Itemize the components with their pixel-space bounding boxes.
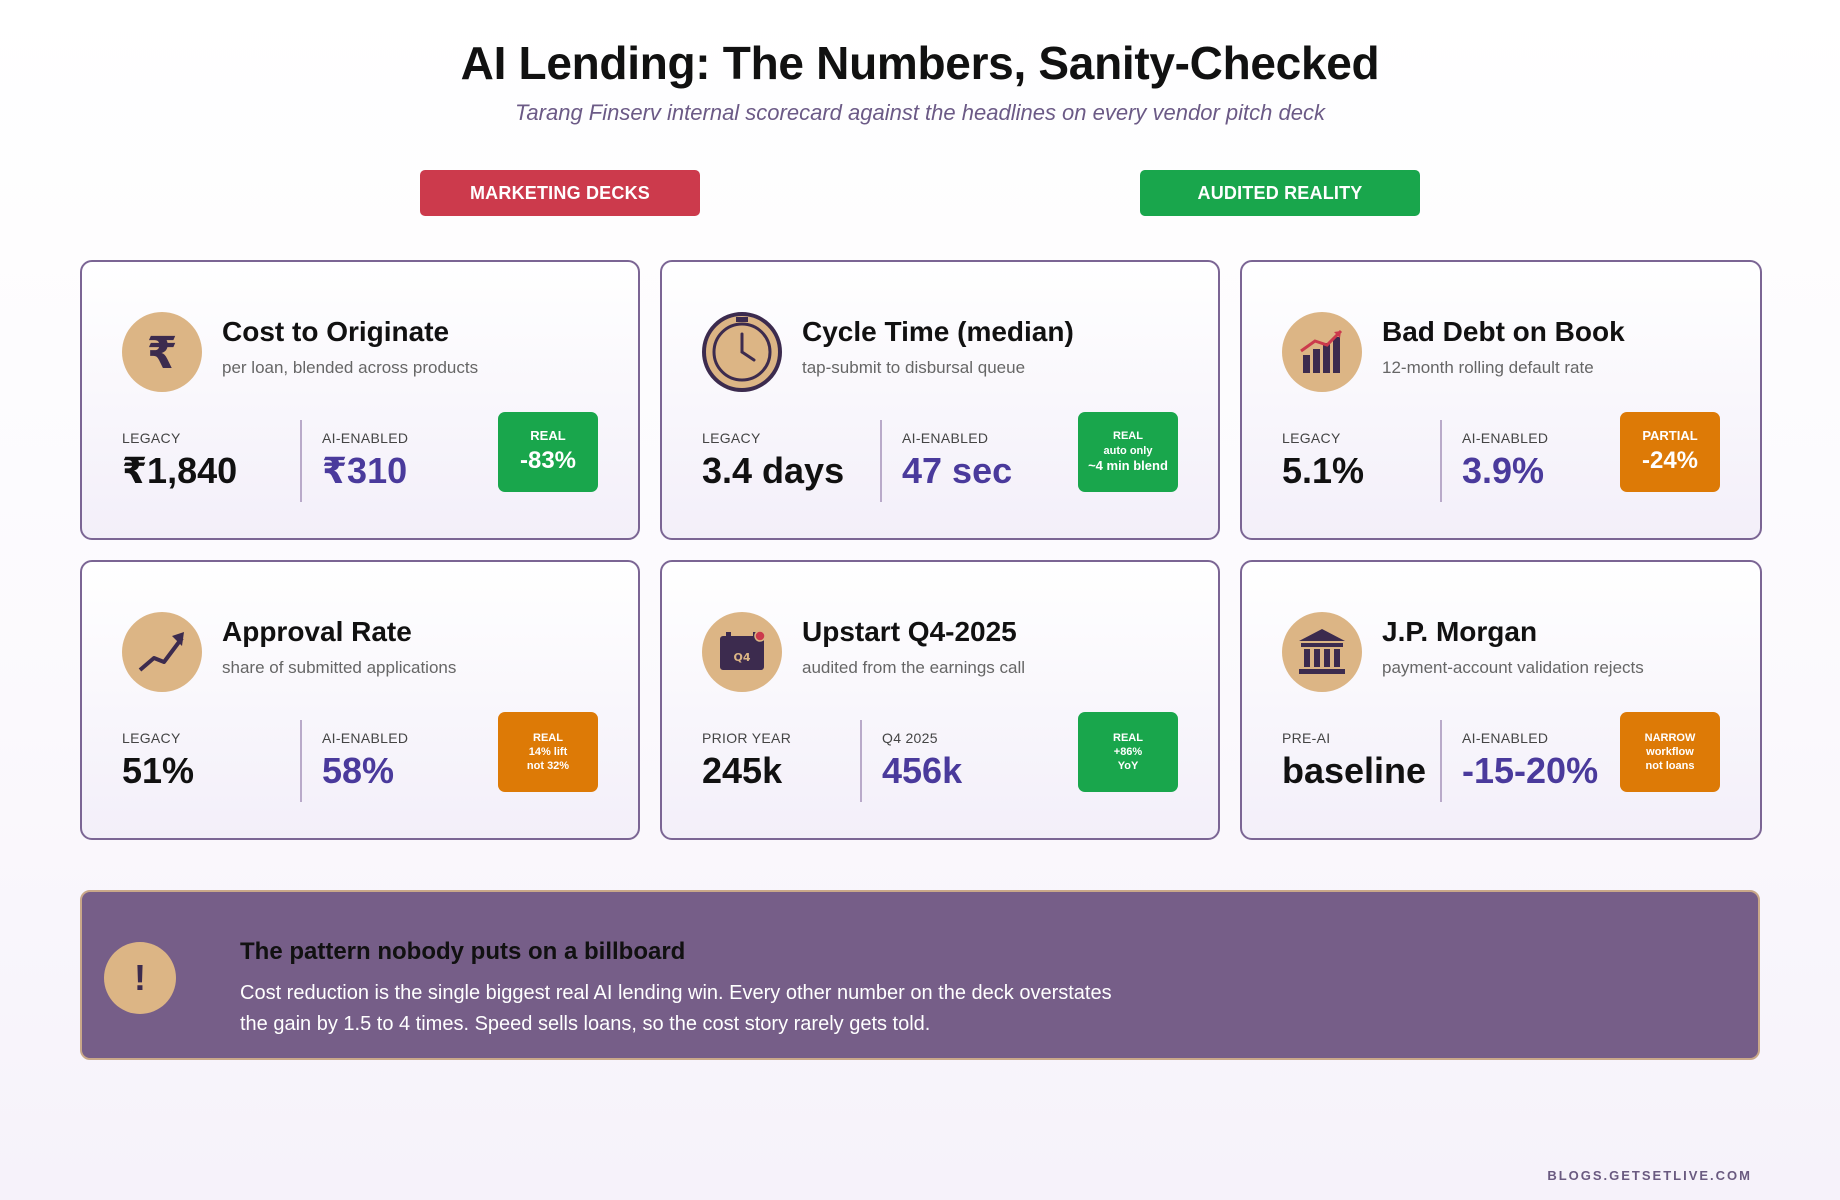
svg-text:Q4: Q4 bbox=[733, 651, 750, 664]
status-badge: REAL +86% YoY bbox=[1078, 712, 1178, 792]
divider bbox=[860, 720, 862, 802]
badge-detail: not 32% bbox=[526, 760, 570, 773]
legacy-label: LEGACY bbox=[122, 730, 181, 746]
rupee-icon: ₹ bbox=[122, 312, 202, 392]
badge-note: auto only bbox=[1103, 444, 1153, 457]
status-badge: REAL -83% bbox=[498, 412, 598, 492]
status-badge: NARROW workflow not loans bbox=[1620, 712, 1720, 792]
divider bbox=[880, 420, 882, 502]
card-subtitle: audited from the earnings call bbox=[802, 658, 1026, 677]
metric-card-cost: ₹ Cost to Originate per loan, blended ac… bbox=[80, 260, 640, 540]
badge-delta: -83% bbox=[519, 446, 577, 474]
legacy-label: LEGACY bbox=[1282, 430, 1341, 446]
legacy-value: 3.4 days bbox=[702, 450, 845, 491]
ai-label: AI-ENABLED bbox=[322, 730, 409, 746]
divider bbox=[1440, 720, 1442, 802]
metric-card-cycle-time: Cycle Time (median) tap-submit to disbur… bbox=[660, 260, 1220, 540]
badge-delta: +86% bbox=[1113, 745, 1143, 758]
footer-url: BLOGS.GETSETLIVE.COM bbox=[1547, 1168, 1752, 1183]
badge-status: NARROW bbox=[1644, 731, 1696, 744]
badge-status: REAL bbox=[533, 731, 563, 744]
card-subtitle: per loan, blended across products bbox=[222, 358, 479, 377]
card-title: Cycle Time (median) bbox=[802, 316, 1074, 347]
status-badge: PARTIAL -24% bbox=[1620, 412, 1720, 492]
svg-text:₹: ₹ bbox=[147, 328, 178, 376]
card-title: Cost to Originate bbox=[222, 316, 450, 347]
pre-ai-label: PRE-AI bbox=[1282, 730, 1331, 746]
status-badge: REAL auto only ~4 min blend bbox=[1078, 412, 1178, 492]
card-title: Upstart Q4-2025 bbox=[802, 616, 1017, 647]
card-title: Bad Debt on Book bbox=[1382, 316, 1625, 347]
ai-label: AI-ENABLED bbox=[1462, 430, 1549, 446]
badge-status: REAL bbox=[1113, 430, 1143, 443]
badge-note: workflow bbox=[1646, 745, 1694, 758]
prior-year-value: 245k bbox=[702, 750, 783, 791]
metric-card-approval-rate: Approval Rate share of submitted applica… bbox=[80, 560, 640, 840]
card-subtitle: tap-submit to disbursal queue bbox=[802, 358, 1026, 377]
ai-label: AI-ENABLED bbox=[1462, 730, 1549, 746]
callout-banner: ! The pattern nobody puts on a billboard… bbox=[80, 890, 1760, 1060]
audited-reality-label: AUDITED REALITY bbox=[1140, 170, 1420, 216]
bank-icon bbox=[1282, 612, 1362, 692]
badge-delta: -24% bbox=[1641, 446, 1699, 474]
page-title: AI Lending: The Numbers, Sanity-Checked bbox=[460, 37, 1380, 89]
card-title: J.P. Morgan bbox=[1382, 616, 1538, 647]
badge-status: REAL bbox=[1113, 731, 1143, 744]
ai-value: ₹310 bbox=[322, 450, 408, 491]
ai-value: -15-20% bbox=[1462, 750, 1599, 791]
divider bbox=[300, 420, 302, 502]
legacy-value: 51% bbox=[122, 750, 195, 791]
legacy-label: LEGACY bbox=[702, 430, 761, 446]
divider bbox=[300, 720, 302, 802]
calendar-q4-icon: Q4 bbox=[702, 612, 782, 692]
card-subtitle: 12-month rolling default rate bbox=[1382, 358, 1594, 377]
badge-status: REAL bbox=[530, 427, 566, 443]
legacy-value: 5.1% bbox=[1282, 450, 1365, 491]
status-badge: REAL 14% lift not 32% bbox=[498, 712, 598, 792]
badge-detail: not loans bbox=[1645, 760, 1695, 773]
card-subtitle: share of submitted applications bbox=[222, 658, 457, 677]
legacy-value: ₹1,840 bbox=[122, 450, 238, 491]
ai-label: AI-ENABLED bbox=[322, 430, 409, 446]
exclamation-icon: ! bbox=[104, 942, 176, 1014]
legacy-label: LEGACY bbox=[122, 430, 181, 446]
badge-detail: YoY bbox=[1117, 760, 1139, 773]
bar-chart-icon bbox=[1282, 312, 1362, 392]
badge-detail: ~4 min blend bbox=[1088, 457, 1168, 473]
ai-value: 3.9% bbox=[1462, 450, 1545, 491]
card-title: Approval Rate bbox=[222, 616, 412, 647]
marketing-decks-label: MARKETING DECKS bbox=[420, 170, 700, 216]
page-subtitle: Tarang Finserv internal scorecard agains… bbox=[515, 100, 1325, 125]
ai-value: 58% bbox=[322, 750, 395, 791]
callout-heading: The pattern nobody puts on a billboard bbox=[240, 938, 686, 965]
q4-label: Q4 2025 bbox=[882, 730, 938, 746]
ai-label: AI-ENABLED bbox=[902, 430, 989, 446]
trend-up-icon bbox=[122, 612, 202, 692]
q4-value: 456k bbox=[882, 750, 963, 791]
metric-card-bad-debt: Bad Debt on Book 12-month rolling defaul… bbox=[1240, 260, 1762, 540]
metric-card-upstart: Q4 Upstart Q4-2025 audited from the earn… bbox=[660, 560, 1220, 840]
badge-note: 14% lift bbox=[528, 745, 568, 758]
pre-ai-value: baseline bbox=[1282, 750, 1427, 791]
badge-status: PARTIAL bbox=[1642, 427, 1698, 443]
callout-body: Cost reduction is the single biggest rea… bbox=[240, 982, 1112, 1035]
card-subtitle: payment-account validation rejects bbox=[1382, 658, 1644, 677]
prior-year-label: PRIOR YEAR bbox=[702, 730, 792, 746]
clock-icon bbox=[702, 312, 782, 392]
metric-card-jpmorgan: J.P. Morgan payment-account validation r… bbox=[1240, 560, 1762, 840]
divider bbox=[1440, 420, 1442, 502]
ai-value: 47 sec bbox=[902, 450, 1013, 491]
